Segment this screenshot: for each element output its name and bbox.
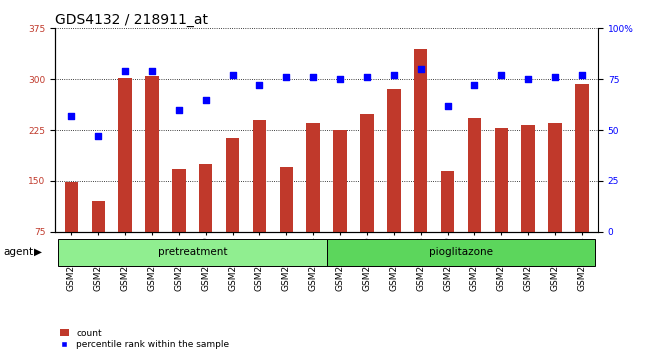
Bar: [306, 123, 320, 283]
Bar: [58, 239, 326, 266]
Bar: [549, 123, 562, 283]
Text: pioglitazone: pioglitazone: [429, 247, 493, 257]
Bar: [64, 182, 78, 283]
Point: [443, 103, 453, 109]
Bar: [253, 120, 266, 283]
Bar: [145, 76, 159, 283]
Bar: [414, 49, 428, 283]
Bar: [360, 114, 374, 283]
Bar: [280, 167, 293, 283]
Bar: [326, 239, 595, 266]
Point: [174, 107, 184, 113]
Bar: [441, 171, 454, 283]
Point: [66, 113, 77, 119]
Bar: [575, 84, 589, 283]
Text: GDS4132 / 218911_at: GDS4132 / 218911_at: [55, 13, 208, 27]
Bar: [118, 78, 132, 283]
Bar: [468, 118, 481, 283]
Text: pretreatment: pretreatment: [157, 247, 227, 257]
Bar: [521, 125, 535, 283]
Bar: [92, 201, 105, 283]
Bar: [226, 138, 239, 283]
Point: [335, 76, 345, 82]
Point: [254, 82, 265, 88]
Point: [469, 82, 480, 88]
Point: [120, 68, 130, 74]
Point: [362, 74, 372, 80]
Point: [389, 72, 399, 78]
Point: [415, 66, 426, 72]
Text: ▶: ▶: [34, 247, 42, 257]
Point: [281, 74, 291, 80]
Bar: [387, 89, 400, 283]
Bar: [333, 130, 347, 283]
Point: [227, 72, 238, 78]
Text: agent: agent: [3, 247, 33, 257]
Point: [523, 76, 534, 82]
Point: [147, 68, 157, 74]
Bar: [172, 170, 185, 283]
Point: [93, 133, 103, 139]
Bar: [199, 164, 213, 283]
Legend: count, percentile rank within the sample: count, percentile rank within the sample: [60, 329, 229, 349]
Point: [200, 97, 211, 102]
Point: [496, 72, 506, 78]
Point: [550, 74, 560, 80]
Point: [308, 74, 318, 80]
Bar: [495, 128, 508, 283]
Point: [577, 72, 587, 78]
